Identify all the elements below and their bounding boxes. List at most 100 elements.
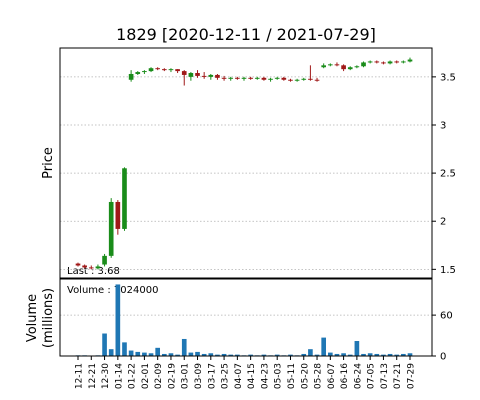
y-tick-label: 2 <box>440 217 446 228</box>
volume-bar <box>367 353 373 356</box>
volume-bar <box>201 353 207 356</box>
volume-bar <box>221 353 227 356</box>
candle-body <box>274 77 280 79</box>
volume-axis-label: Volume <box>25 294 40 342</box>
x-tick-label: 03-17 <box>207 363 217 389</box>
y-tick-label: 3 <box>440 120 446 131</box>
x-tick-label: 06-16 <box>340 363 350 389</box>
volume-bar <box>208 353 214 356</box>
volume-bar <box>308 349 313 356</box>
x-tick-label: 07-13 <box>380 363 390 389</box>
volume-bar <box>108 349 114 356</box>
x-tick-label: 05-11 <box>287 363 297 389</box>
x-tick-label: 12-11 <box>75 363 85 389</box>
candle-body <box>208 74 214 77</box>
candle-body <box>314 79 320 81</box>
price-frame <box>59 47 433 279</box>
y2-tick-label: 60 <box>440 311 453 322</box>
x-tick-label: 04-23 <box>260 363 270 389</box>
volume-bar <box>361 353 366 356</box>
candle-body <box>228 77 234 79</box>
x-tick-label: 05-28 <box>314 363 324 389</box>
candle-body <box>327 64 333 66</box>
candle-body <box>128 73 134 80</box>
x-tick-label: 07-29 <box>407 363 417 389</box>
x-tick-label: 01-14 <box>114 363 124 389</box>
candle-body <box>235 77 240 79</box>
candle-body <box>294 79 300 81</box>
volume-bar <box>401 353 406 356</box>
candle-body <box>361 62 366 67</box>
candle-body <box>281 77 287 80</box>
candle-body <box>394 61 400 63</box>
volume-bar <box>215 354 220 356</box>
x-tick-label: 05-20 <box>300 363 310 389</box>
candle-body <box>387 61 393 64</box>
volume-axis-label: (millions) <box>41 288 56 348</box>
volume-bar <box>274 354 280 356</box>
last-annotation: Last : 3.68 <box>67 266 120 277</box>
candle-body <box>122 168 127 229</box>
candle-body <box>181 71 187 75</box>
volume-bar <box>327 352 333 356</box>
volume-bar <box>301 353 307 356</box>
y-axis-label: Price <box>41 147 56 179</box>
candle-body <box>354 66 360 68</box>
x-tick-label: 04-15 <box>247 363 257 389</box>
x-tick-label: 12-21 <box>88 363 98 389</box>
volume-bar <box>334 353 340 356</box>
candle-body <box>321 65 327 68</box>
candle-body <box>367 61 373 63</box>
candle-body <box>288 79 293 81</box>
volume-bar <box>374 353 380 356</box>
volume-bar <box>235 354 240 356</box>
x-tick-label: 02-01 <box>141 363 151 389</box>
x-tick-label: 03-25 <box>221 363 231 389</box>
x-tick-label: 05-03 <box>274 363 284 389</box>
candle-body <box>88 267 94 269</box>
volume-bar <box>175 354 180 356</box>
volume-bar <box>394 354 400 356</box>
x-tick-label: 01-22 <box>128 363 138 389</box>
volume-bar <box>115 284 121 356</box>
x-tick-label: 02-19 <box>167 363 177 389</box>
x-tick-label: 12-30 <box>101 363 111 389</box>
volume-bar <box>248 354 253 356</box>
volume-bar <box>354 341 360 356</box>
x-tick-label: 06-24 <box>353 363 363 389</box>
volume-bar <box>288 354 293 356</box>
candle-body <box>261 77 267 80</box>
candle-body <box>381 62 386 64</box>
volume-bar <box>381 354 386 356</box>
volume-bar <box>261 354 267 356</box>
x-tick-label: 03-01 <box>181 363 191 389</box>
y-tick-label: 2.5 <box>440 169 456 180</box>
volume-bar <box>387 353 393 356</box>
candle-body <box>168 69 174 71</box>
volume-bar <box>122 342 127 356</box>
x-tick-label: 04-07 <box>234 363 244 389</box>
volume-bar <box>161 353 167 356</box>
candle-body <box>155 68 161 70</box>
candle-body <box>254 77 260 79</box>
chart-title: 1829 [2020-12-11 / 2021-07-29] <box>116 25 376 44</box>
candle-body <box>115 201 121 229</box>
candle-body <box>301 78 307 80</box>
volume-bar <box>341 353 346 356</box>
candle-body <box>215 74 220 78</box>
volume-frame <box>59 278 433 357</box>
candle-body <box>201 75 207 77</box>
x-tick-label: 07-21 <box>393 363 403 389</box>
volume-bar <box>155 347 161 356</box>
candle-body <box>341 65 346 70</box>
candle-body <box>241 77 247 79</box>
candle-body <box>142 71 147 73</box>
x-tick-label: 03-09 <box>194 363 204 389</box>
candle-body <box>108 201 114 256</box>
y-tick-label: 1.5 <box>440 265 456 276</box>
x-tick-label: 06-07 <box>327 363 337 389</box>
candle-body <box>161 69 167 71</box>
candle-body <box>334 64 340 66</box>
volume-annotation: Volume : 7024000 <box>67 285 158 296</box>
